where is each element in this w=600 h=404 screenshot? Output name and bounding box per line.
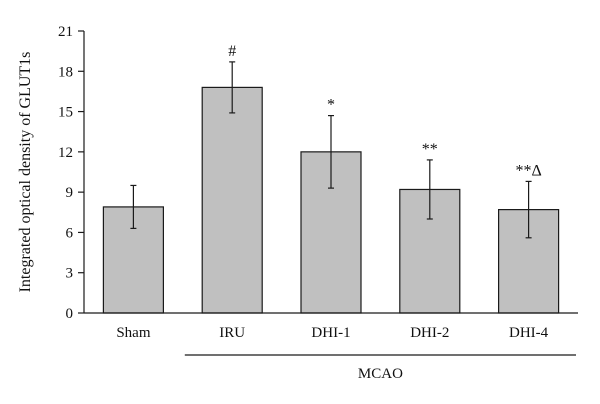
group-bracket: MCAO xyxy=(184,354,576,382)
significance-label: **Δ xyxy=(515,162,541,179)
significance-labels-layer: #*****Δ xyxy=(228,43,542,180)
category-label: DHI-2 xyxy=(410,325,449,341)
y-ticks-layer: 0 3 6 9 12 15 18 21 xyxy=(58,24,84,322)
error-bars-layer xyxy=(130,61,532,239)
significance-label: * xyxy=(327,97,335,114)
y-tick-label: 6 xyxy=(66,225,74,241)
y-tick-label: 12 xyxy=(58,145,73,161)
category-label: DHI-1 xyxy=(311,325,350,341)
group-bracket-label: MCAO xyxy=(358,366,403,382)
bar xyxy=(201,86,263,314)
y-tick-label: 9 xyxy=(66,185,74,201)
category-label: IRU xyxy=(219,325,245,341)
y-tick-label: 15 xyxy=(58,105,73,121)
y-tick-label: 21 xyxy=(58,24,73,40)
y-tick-label: 18 xyxy=(58,64,73,80)
significance-label: # xyxy=(228,43,236,60)
y-tick-label: 3 xyxy=(66,266,74,282)
significance-label: ** xyxy=(422,141,438,158)
category-label: DHI-4 xyxy=(509,325,549,341)
y-axis-label: Integrated optical density of GLUT1s xyxy=(17,52,34,293)
category-label: Sham xyxy=(116,325,151,341)
axes-layer xyxy=(83,31,578,314)
y-tick-label: 0 xyxy=(66,306,74,322)
category-labels-layer: Sham IRU DHI-1 DHI-2 DHI-4 xyxy=(116,325,548,341)
